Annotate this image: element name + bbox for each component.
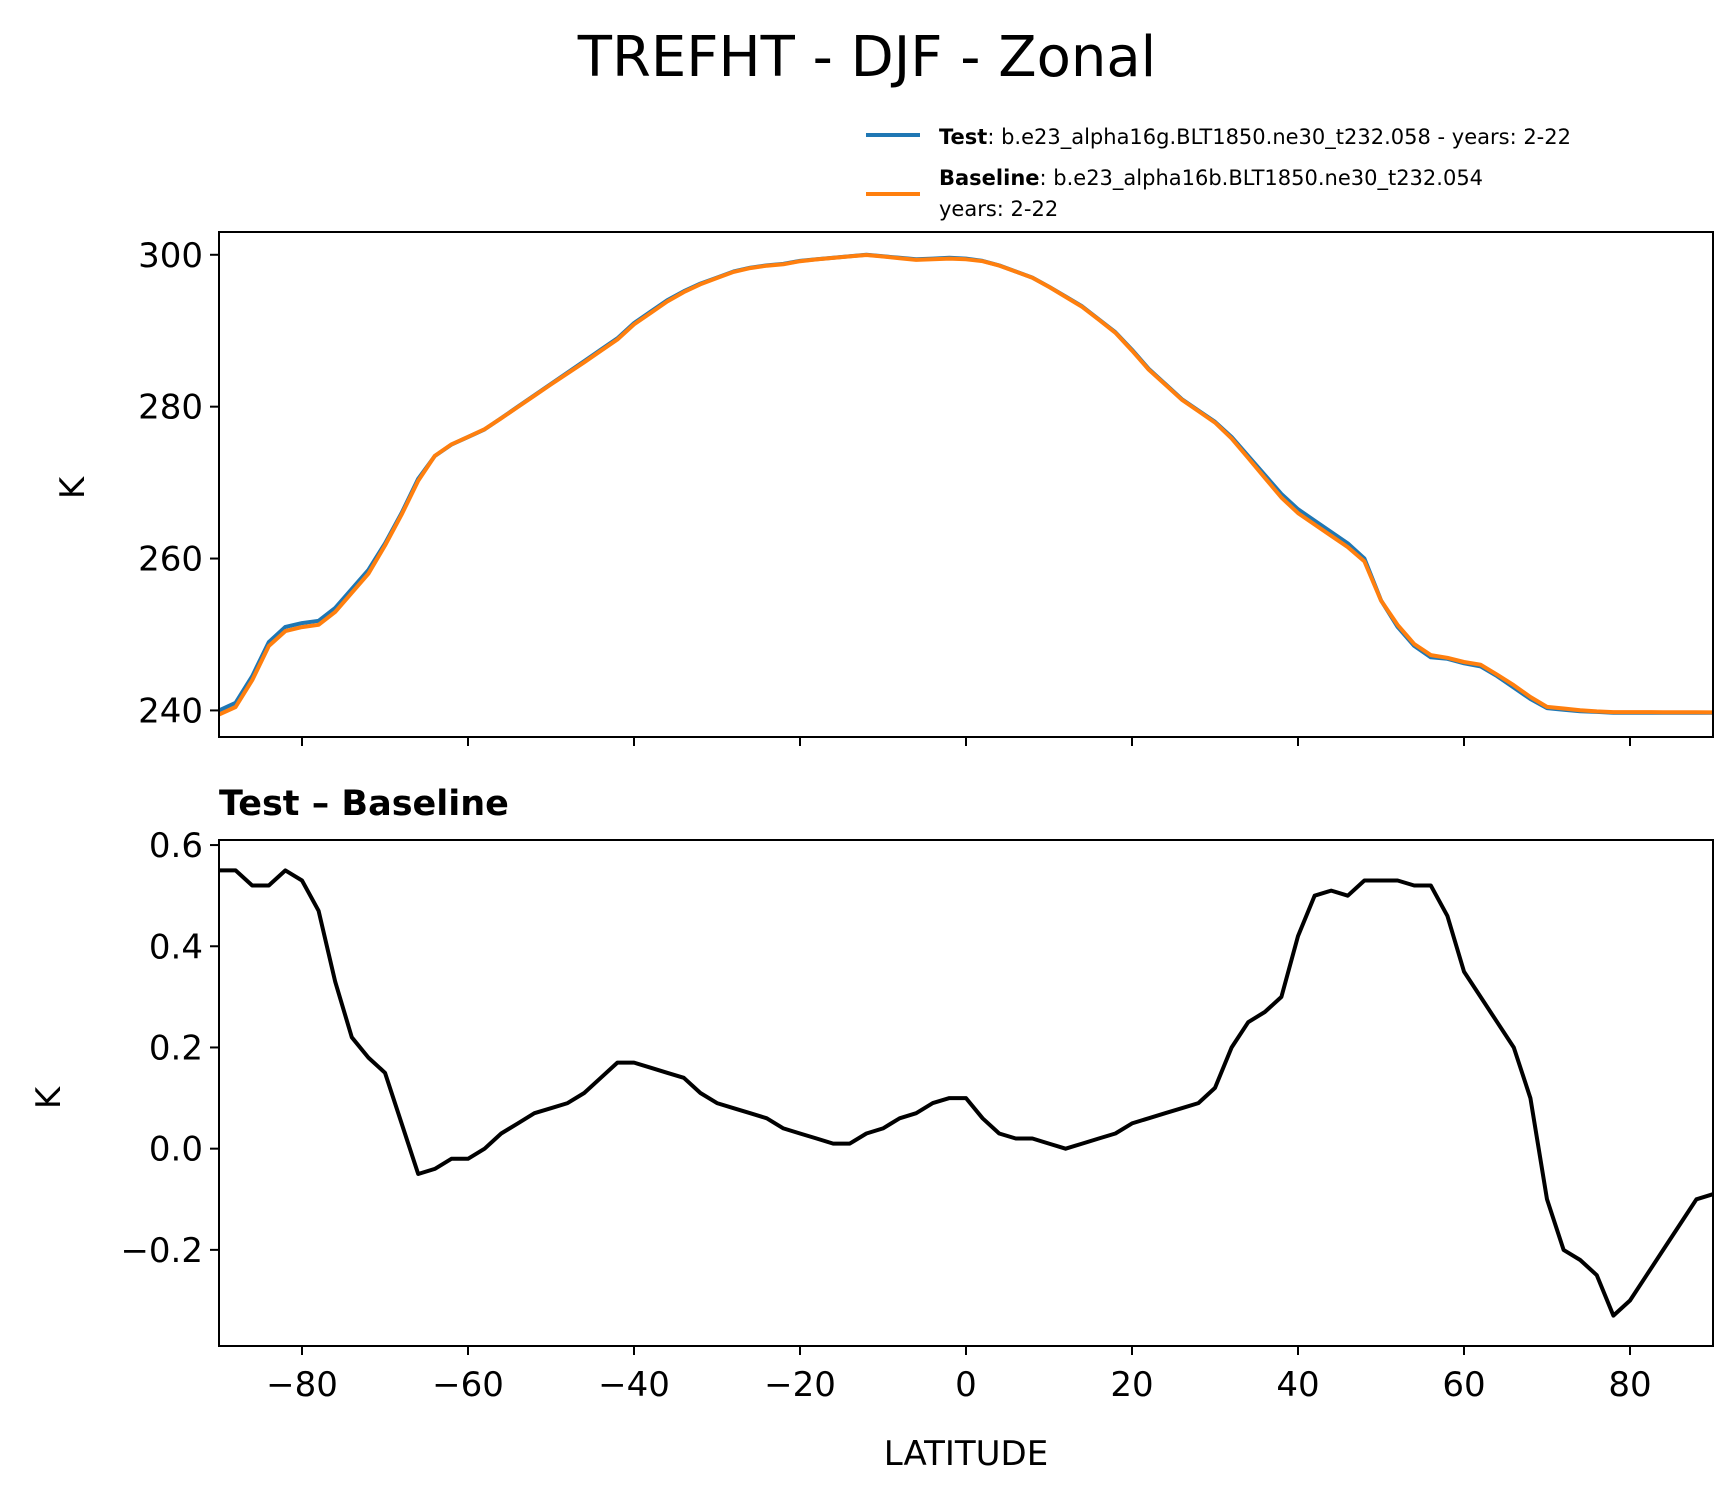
x-tick-label: −80 bbox=[266, 1365, 338, 1405]
x-axis-label: LATITUDE bbox=[884, 1434, 1048, 1474]
y-tick-label: 0.4 bbox=[149, 927, 203, 967]
x-tick-label: −20 bbox=[764, 1365, 836, 1405]
axes-frame bbox=[218, 231, 1714, 738]
x-tick-label: −40 bbox=[598, 1365, 670, 1405]
x-tick-label: 40 bbox=[1276, 1365, 1319, 1405]
y-tick-label: 260 bbox=[138, 540, 203, 580]
y-tick-label: −0.2 bbox=[120, 1231, 203, 1271]
figure-title: TREFHT - DJF - Zonal bbox=[577, 25, 1156, 90]
top-ylabel: K bbox=[53, 475, 93, 499]
y-tick-label: 300 bbox=[138, 236, 203, 276]
bottom-ylabel: K bbox=[29, 1085, 69, 1109]
legend: Test: b.e23_alpha16g.BLT1850.ne30_t232.0… bbox=[866, 125, 1571, 221]
series-line-difference bbox=[219, 868, 1714, 1318]
y-tick-label: 240 bbox=[138, 691, 203, 731]
axes-frame bbox=[218, 839, 1714, 1347]
x-tick-label: 80 bbox=[1608, 1365, 1651, 1405]
y-tick-label: 0.6 bbox=[149, 826, 203, 866]
series-line-baseline bbox=[218, 253, 1714, 717]
legend-label-baseline-years: years: 2-22 bbox=[939, 197, 1058, 221]
x-tick-label: 60 bbox=[1442, 1365, 1485, 1405]
legend-label-baseline: Baseline: b.e23_alpha16b.BLT1850.ne30_t2… bbox=[939, 166, 1483, 191]
top-panel: 240 260 280 300 bbox=[138, 231, 1714, 746]
bottom-panel: −80 −60 −40 −20 0 20 40 60 80 −0.2 0.0 0.2 0.4 0.6 bbox=[120, 826, 1714, 1405]
y-tick-label: 0.0 bbox=[149, 1130, 203, 1170]
x-tick-label: −60 bbox=[432, 1365, 504, 1405]
y-tick-label: 280 bbox=[138, 388, 203, 428]
legend-label-test: Test: b.e23_alpha16g.BLT1850.ne30_t232.0… bbox=[939, 125, 1571, 150]
x-tick-label: 0 bbox=[955, 1365, 977, 1405]
x-tick-label: 20 bbox=[1110, 1365, 1153, 1405]
series-line-test bbox=[218, 252, 1713, 715]
bottom-panel-title: Test – Baseline bbox=[219, 784, 509, 824]
y-tick-label: 0.2 bbox=[149, 1028, 203, 1068]
